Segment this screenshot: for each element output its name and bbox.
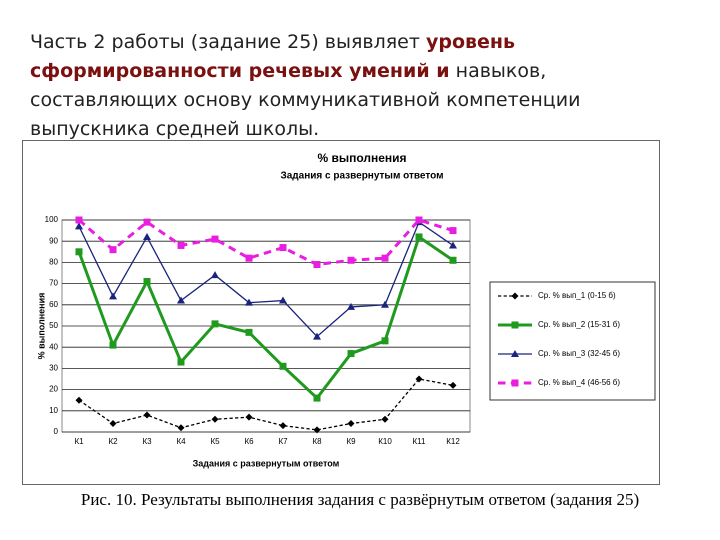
marker — [211, 271, 219, 279]
marker — [75, 222, 83, 230]
marker — [313, 332, 321, 340]
marker — [381, 337, 389, 345]
y-axis-label: % выполнения — [36, 293, 46, 360]
marker — [381, 415, 389, 423]
chart: % выполнения Задания с развернутым ответ… — [22, 140, 660, 485]
marker — [415, 233, 423, 241]
y-tick-label: 70 — [49, 279, 58, 288]
marker — [177, 241, 185, 249]
x-tick-label: К2 — [108, 437, 118, 446]
series-line — [78, 218, 454, 267]
marker — [245, 298, 253, 306]
marker — [313, 394, 321, 402]
marker — [143, 232, 151, 240]
marker — [449, 256, 457, 264]
y-tick-label: 30 — [49, 364, 58, 373]
y-tick-label: 20 — [49, 385, 58, 394]
legend-label: Ср. % вып_1 (0-15 б) — [538, 291, 616, 300]
marker — [177, 296, 185, 304]
marker — [177, 358, 185, 366]
marker — [245, 328, 253, 336]
x-tick-label: К11 — [413, 437, 427, 446]
marker — [245, 413, 253, 421]
chart-subtitle: Задания с развернутым ответом — [280, 171, 443, 182]
caption: Рис. 10. Результаты выполнения задания с… — [80, 490, 640, 509]
legend-label: Ср. % вып_3 (32-45 б) — [538, 349, 620, 358]
x-tick-label: К5 — [210, 437, 220, 446]
y-tick-label: 80 — [49, 258, 58, 267]
marker — [381, 254, 389, 262]
x-tick-label: К1 — [74, 437, 84, 446]
y-tick-label: 90 — [49, 236, 58, 245]
chart-title: % выполнения — [317, 151, 406, 165]
y-tick-label: 0 — [54, 427, 59, 436]
marker — [109, 292, 117, 300]
x-tick-label: К4 — [176, 437, 186, 446]
marker — [511, 350, 519, 357]
legend-label: Ср. % вып_2 (15-31 б) — [538, 320, 620, 329]
series-line — [78, 221, 454, 338]
marker — [279, 296, 287, 304]
marker — [75, 396, 83, 404]
y-tick-label: 50 — [49, 321, 58, 330]
marker — [381, 300, 389, 308]
marker — [245, 254, 253, 262]
marker — [279, 362, 287, 370]
marker — [211, 415, 219, 423]
marker — [109, 420, 117, 428]
marker — [511, 379, 519, 387]
marker — [109, 246, 117, 254]
marker — [313, 426, 321, 434]
slide-text: Часть 2 работы (задание 25) выявляет уро… — [30, 28, 690, 144]
x-tick-label: К3 — [142, 437, 152, 446]
x-tick-label: К10 — [378, 437, 392, 446]
marker — [211, 320, 219, 328]
marker — [177, 424, 185, 432]
x-axis-label: Задания с развернутым ответом — [193, 458, 340, 468]
series-line — [77, 234, 454, 401]
text: навыков, составляющих основу коммуникати… — [30, 60, 581, 140]
marker — [143, 411, 151, 419]
marker — [449, 381, 457, 389]
marker — [143, 218, 151, 226]
marker — [449, 241, 457, 249]
y-tick-label: 100 — [45, 215, 59, 224]
marker — [347, 420, 355, 428]
x-tick-label: К12 — [446, 437, 460, 446]
marker — [313, 261, 321, 269]
x-tick-label: К6 — [244, 437, 254, 446]
text: Часть 2 работы (задание 25) выявляет — [30, 31, 426, 53]
x-tick-label: К7 — [278, 437, 288, 446]
marker — [347, 350, 355, 358]
marker — [347, 256, 355, 264]
marker — [347, 302, 355, 310]
marker — [415, 375, 423, 383]
marker — [511, 292, 519, 300]
x-tick-label: К9 — [346, 437, 356, 446]
marker — [279, 422, 287, 430]
marker — [211, 235, 219, 243]
legend-label: Ср. % вып_4 (46-56 б) — [538, 378, 620, 387]
marker — [449, 227, 457, 235]
marker — [75, 216, 83, 224]
marker — [75, 248, 83, 256]
x-tick-label: К8 — [312, 437, 322, 446]
marker — [143, 277, 151, 285]
marker — [415, 216, 423, 224]
marker — [511, 321, 519, 329]
bold-text: уровень сформированности речевых умений … — [30, 31, 516, 82]
y-tick-label: 10 — [49, 406, 58, 415]
y-tick-label: 60 — [49, 300, 58, 309]
y-tick-label: 40 — [49, 342, 58, 351]
marker — [279, 244, 287, 252]
marker — [109, 341, 117, 349]
